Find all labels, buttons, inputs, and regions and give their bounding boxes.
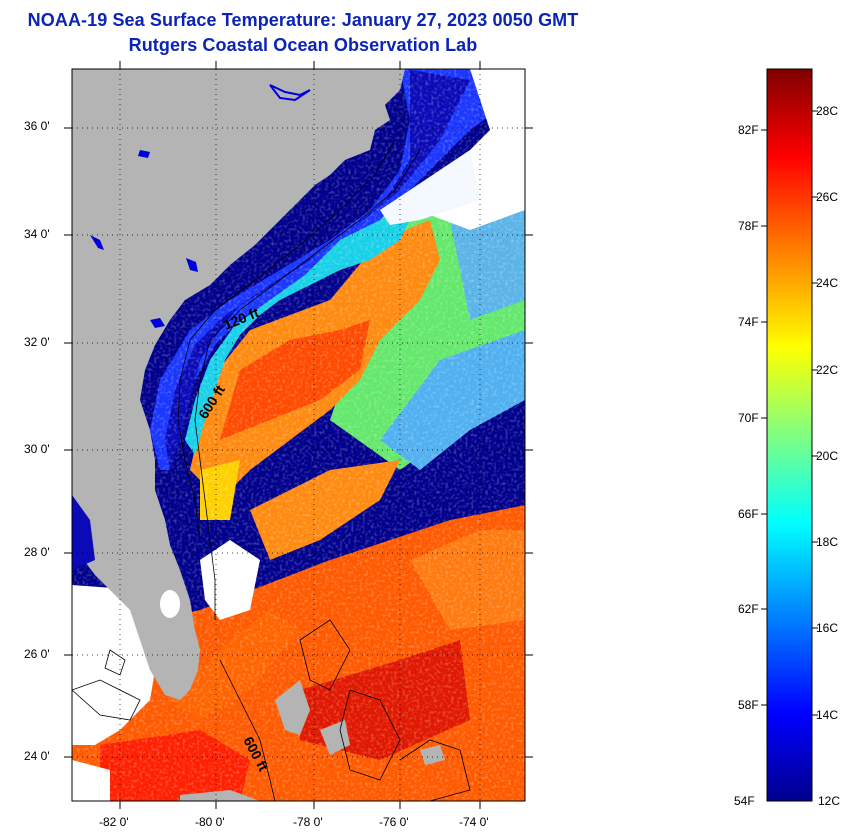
lat-tick-label: 28 0'	[24, 545, 50, 559]
colorbar-c-label: 20C	[816, 449, 839, 463]
lake-okeechobee	[160, 590, 180, 618]
colorbar-f-label: 78F	[738, 219, 759, 233]
lat-tick-label: 26 0'	[24, 647, 50, 661]
colorbar-f-label: 62F	[738, 602, 759, 616]
colorbar-c-label: 26C	[816, 190, 839, 204]
colorbar-c-label: 12C	[818, 794, 841, 808]
colorbar-c-label: 28C	[816, 104, 839, 118]
colorbar-c-label: 18C	[816, 535, 839, 549]
depth-contour-600ft	[194, 149, 421, 620]
colorbar-f-label: 58F	[738, 698, 759, 712]
land-us-southeast	[72, 69, 405, 700]
lat-tick-label: 24 0'	[24, 749, 50, 763]
axis-ticks	[64, 61, 533, 809]
colorbar-c-label: 24C	[816, 276, 839, 290]
lat-tick-label: 30 0'	[24, 442, 50, 456]
colorbar-f-label: 74F	[738, 315, 759, 329]
map-title: NOAA-19 Sea Surface Temperature: January…	[27, 10, 579, 30]
temperature-colorbar	[761, 68, 818, 802]
sst-field	[72, 69, 525, 801]
lat-tick-label: 32 0'	[24, 335, 50, 349]
land-cuba	[180, 790, 260, 801]
colorbar-gradient	[766, 68, 813, 802]
colorbar-f-label: 54F	[734, 794, 755, 808]
lat-tick-label: 34 0'	[24, 227, 50, 241]
colorbar-f-label: 70F	[738, 411, 759, 425]
lon-tick-label: -74 0'	[459, 815, 489, 829]
map-frame	[71, 68, 526, 802]
map-subtitle: Rutgers Coastal Ocean Observation Lab	[128, 35, 478, 55]
lon-tick-label: -80 0'	[195, 815, 225, 829]
colorbar-c-label: 14C	[816, 708, 839, 722]
colorbar-c-label: 22C	[816, 363, 839, 377]
land-andros	[275, 680, 310, 735]
colorbar-c-label: 16C	[816, 621, 839, 635]
colorbar-f-label: 66F	[738, 507, 759, 521]
graticule	[72, 69, 525, 801]
lat-tick-label: 36 0'	[24, 119, 50, 133]
colorbar-f-label: 82F	[738, 123, 759, 137]
lon-tick-label: -76 0'	[379, 815, 409, 829]
depth-contour-120ft	[177, 139, 396, 541]
lon-tick-label: -82 0'	[99, 815, 129, 829]
lon-tick-label: -78 0'	[293, 815, 323, 829]
